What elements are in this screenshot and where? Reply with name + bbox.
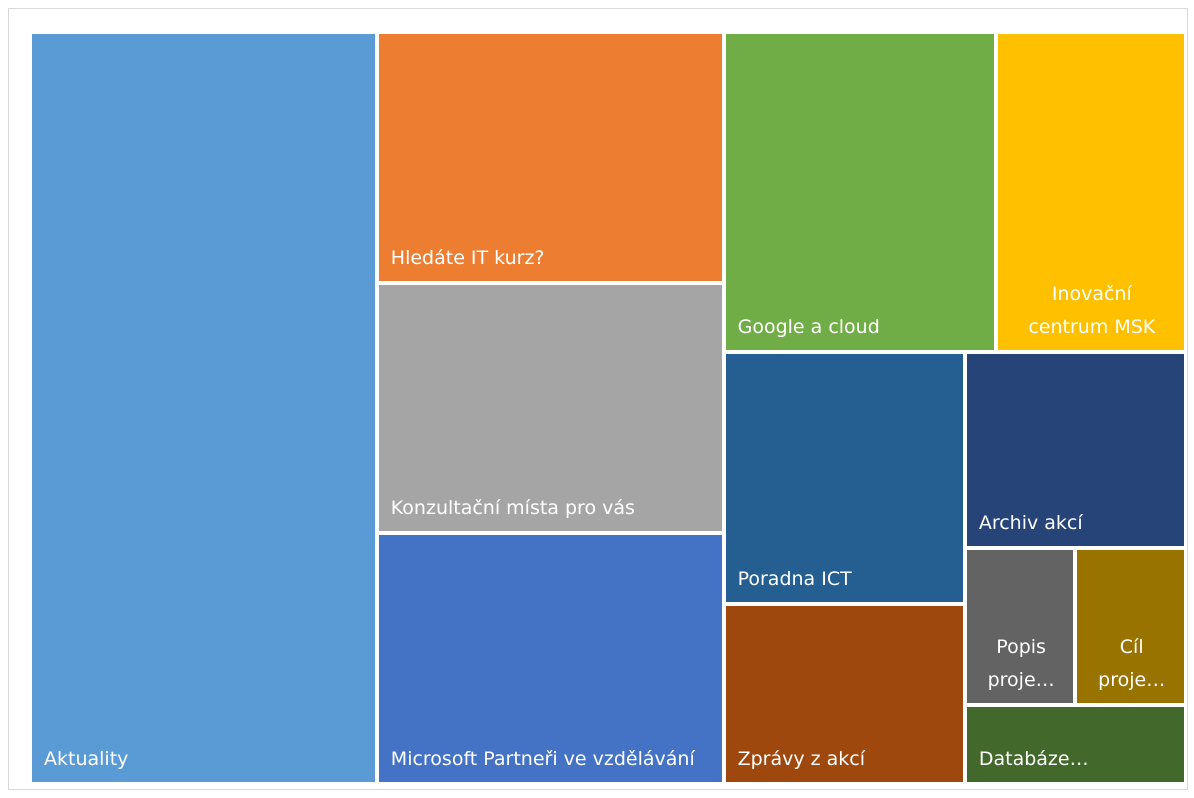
tile: Archiv akcí [966,353,1184,547]
chart-frame [8,8,1188,790]
tile: Aktuality [32,34,375,782]
tile-label: Databáze… [978,747,1089,770]
tile: Microsoft Partneři ve vzdělávání [378,535,722,782]
tile-label: Archiv akcí [978,512,1083,535]
tile: Databáze… [966,707,1184,782]
tile-label: Aktuality [44,748,129,770]
tile: Zprávy z akcí [725,605,963,782]
tile-label: Inovační centrum MSK [1028,282,1156,338]
tile-label: Zprávy z akcí [737,747,866,770]
tile-label: Google a cloud [737,315,880,338]
tile: Google a cloud [725,34,994,350]
tile: Poradna ICT [725,353,963,602]
tile-label: Popis proje… [987,636,1055,692]
tile: Hledáte IT kurz? [378,34,722,281]
tile: Cíl proje… [1077,550,1184,704]
tile-label: Hledáte IT kurz? [390,246,545,269]
tile-label: Konzultační místa pro vás [390,497,635,520]
tile: Inovační centrum MSK [997,34,1184,350]
tile: Popis proje… [966,550,1074,704]
tile: Konzultační místa pro vás [378,284,722,532]
tile-label: Poradna ICT [737,567,852,590]
tile-label: Cíl proje… [1098,636,1166,692]
tile-label: Microsoft Partneři ve vzdělávání [390,747,695,770]
